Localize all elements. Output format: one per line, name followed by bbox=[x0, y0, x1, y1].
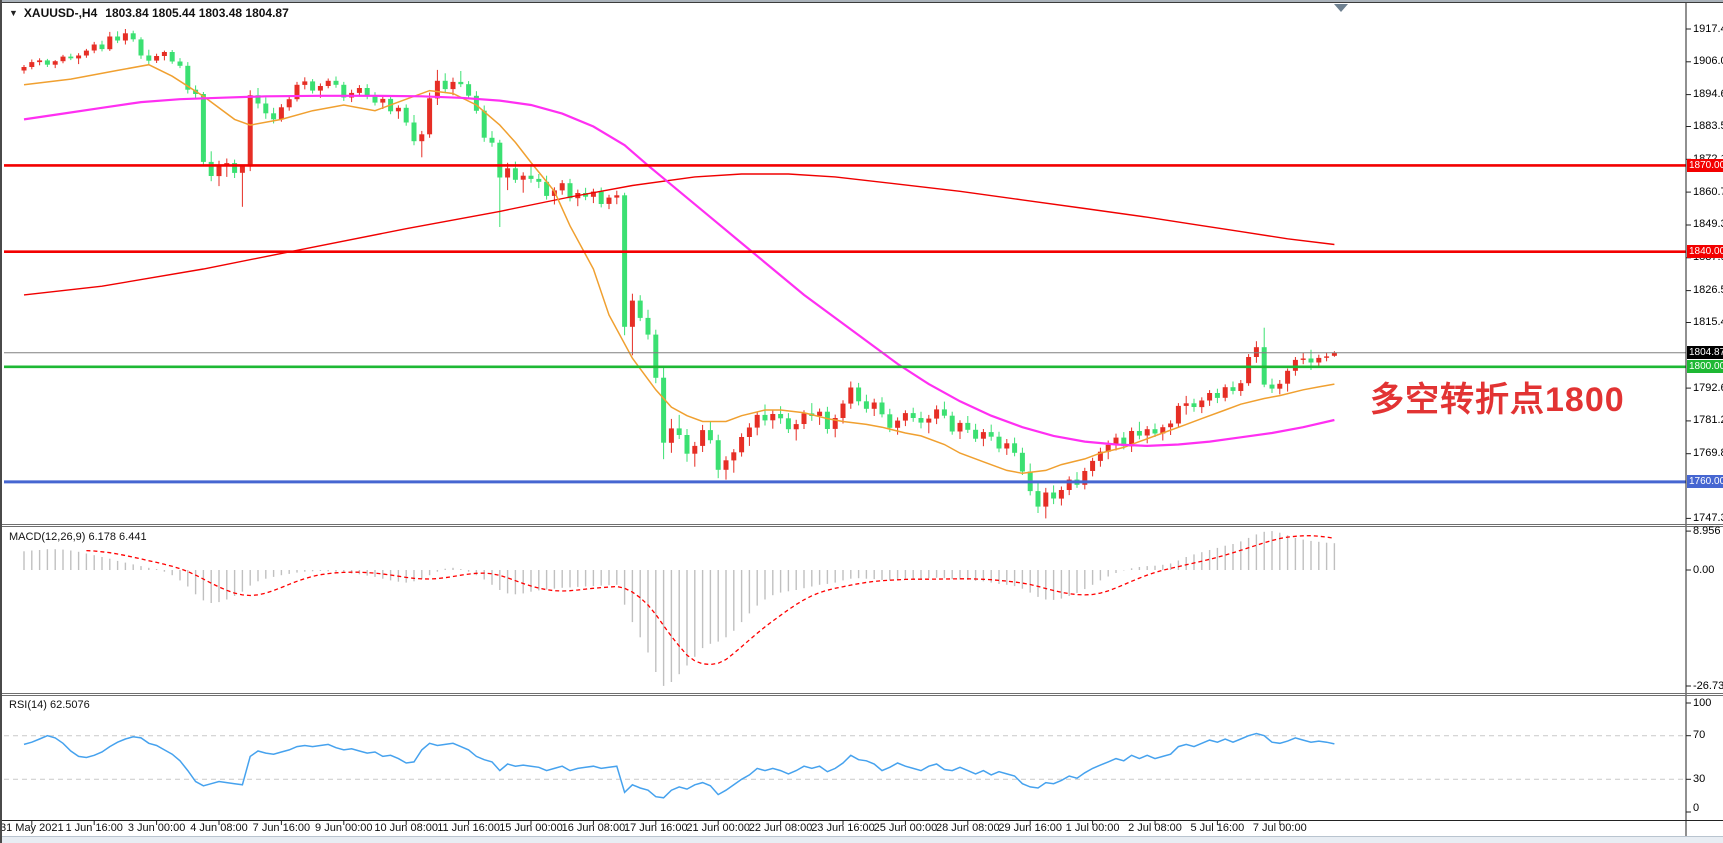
time-label: 4 Jun 08:00 bbox=[190, 822, 248, 834]
time-label: 5 Jul 16:00 bbox=[1190, 822, 1245, 834]
price-tick-label: 1860.70 bbox=[1693, 185, 1723, 198]
price-tick-label: 1747.30 bbox=[1693, 511, 1723, 524]
macd-tick-label: 8.956 bbox=[1693, 524, 1721, 537]
candles-layer bbox=[21, 29, 1337, 519]
rsi-indicator-label: RSI(14) 62.5076 bbox=[9, 699, 90, 711]
price-badge: 1870.00 bbox=[1687, 158, 1723, 172]
price-tick-label: 1906.00 bbox=[1693, 55, 1723, 68]
rsi-pane[interactable] bbox=[2, 695, 1686, 820]
rsi-tick-label: 70 bbox=[1693, 729, 1706, 742]
rsi-tick-label: 100 bbox=[1693, 696, 1712, 709]
price-tick-label: 1883.50 bbox=[1693, 120, 1723, 133]
chart-title: ▼ XAUUSD-,H4 1803.84 1805.44 1803.48 1804.… bbox=[9, 6, 289, 20]
time-label: 10 Jun 08:00 bbox=[374, 822, 438, 834]
time-label: 31 May 2021 bbox=[0, 822, 64, 834]
time-label: 15 Jun 00:00 bbox=[499, 822, 563, 834]
price-badge: 1840.00 bbox=[1687, 245, 1723, 259]
time-label: 21 Jun 00:00 bbox=[686, 822, 750, 834]
symbol-dropdown-icon[interactable]: ▼ bbox=[9, 8, 18, 18]
macd-tick-label: -26.731 bbox=[1693, 679, 1723, 692]
scroll-to-end-marker-icon[interactable] bbox=[1334, 4, 1348, 12]
time-label: 2 Jul 08:00 bbox=[1128, 822, 1182, 834]
time-label: 25 Jun 00:00 bbox=[873, 822, 938, 834]
price-tick-label: 1781.20 bbox=[1693, 414, 1723, 427]
window-top-strip bbox=[2, 0, 1723, 2]
time-label: 11 Jun 16:00 bbox=[437, 822, 500, 834]
macd-signal-line bbox=[86, 535, 1335, 666]
current-price-badge: 1804.87 bbox=[1687, 346, 1723, 360]
macd-pane[interactable] bbox=[2, 527, 1686, 693]
time-label: 9 Jun 00:00 bbox=[315, 822, 373, 834]
price-tick-label: 1917.40 bbox=[1693, 22, 1723, 35]
ohlc-values: 1803.84 1805.44 1803.48 1804.87 bbox=[105, 6, 289, 20]
ma-long-red-line bbox=[23, 173, 1335, 296]
time-label: 3 Jun 00:00 bbox=[127, 822, 186, 834]
ma-slow-magenta-line bbox=[23, 94, 1335, 448]
price-tick-label: 1849.30 bbox=[1693, 218, 1723, 231]
rsi-tick-label: 0 bbox=[1693, 801, 1700, 814]
window-bottom-strip bbox=[2, 836, 1723, 843]
window-top-border bbox=[2, 2, 1723, 3]
time-label: 29 Jun 16:00 bbox=[998, 822, 1062, 834]
macd-histogram bbox=[23, 531, 1336, 686]
macd-indicator-label: MACD(12,26,9) 6.178 6.441 bbox=[9, 531, 147, 543]
time-label: 23 Jun 16:00 bbox=[811, 822, 875, 834]
time-label: 7 Jul 00:00 bbox=[1252, 822, 1307, 834]
time-label: 16 Jun 08:00 bbox=[561, 822, 626, 834]
price-tick-label: 1769.80 bbox=[1693, 447, 1723, 460]
main-chart-pane[interactable] bbox=[2, 3, 1686, 524]
price-tick-label: 1815.40 bbox=[1693, 315, 1723, 328]
macd-tick-label: 0.00 bbox=[1693, 563, 1715, 576]
price-badge: 1800.00 bbox=[1687, 360, 1723, 374]
time-label: 7 Jun 16:00 bbox=[252, 822, 311, 834]
rsi-line bbox=[23, 732, 1335, 799]
price-tick-label: 1792.60 bbox=[1693, 381, 1723, 394]
chart-text-annotation[interactable]: 多空转折点1800 bbox=[1370, 381, 1625, 419]
time-label: 22 Jun 08:00 bbox=[748, 822, 813, 834]
price-badge: 1760.00 bbox=[1687, 475, 1723, 489]
price-tick-label: 1826.50 bbox=[1693, 284, 1723, 297]
symbol-period-label: XAUUSD-,H4 bbox=[23, 6, 98, 20]
time-label: 28 Jun 08:00 bbox=[935, 822, 1000, 834]
time-label: 17 Jun 16:00 bbox=[623, 822, 688, 834]
rsi-tick-label: 30 bbox=[1693, 772, 1706, 785]
price-tick-label: 1894.60 bbox=[1693, 88, 1723, 101]
time-label: 1 Jul 00:00 bbox=[1065, 822, 1120, 834]
ma-fast-orange-line bbox=[23, 63, 1335, 475]
time-label: 1 Jun 16:00 bbox=[65, 822, 123, 834]
